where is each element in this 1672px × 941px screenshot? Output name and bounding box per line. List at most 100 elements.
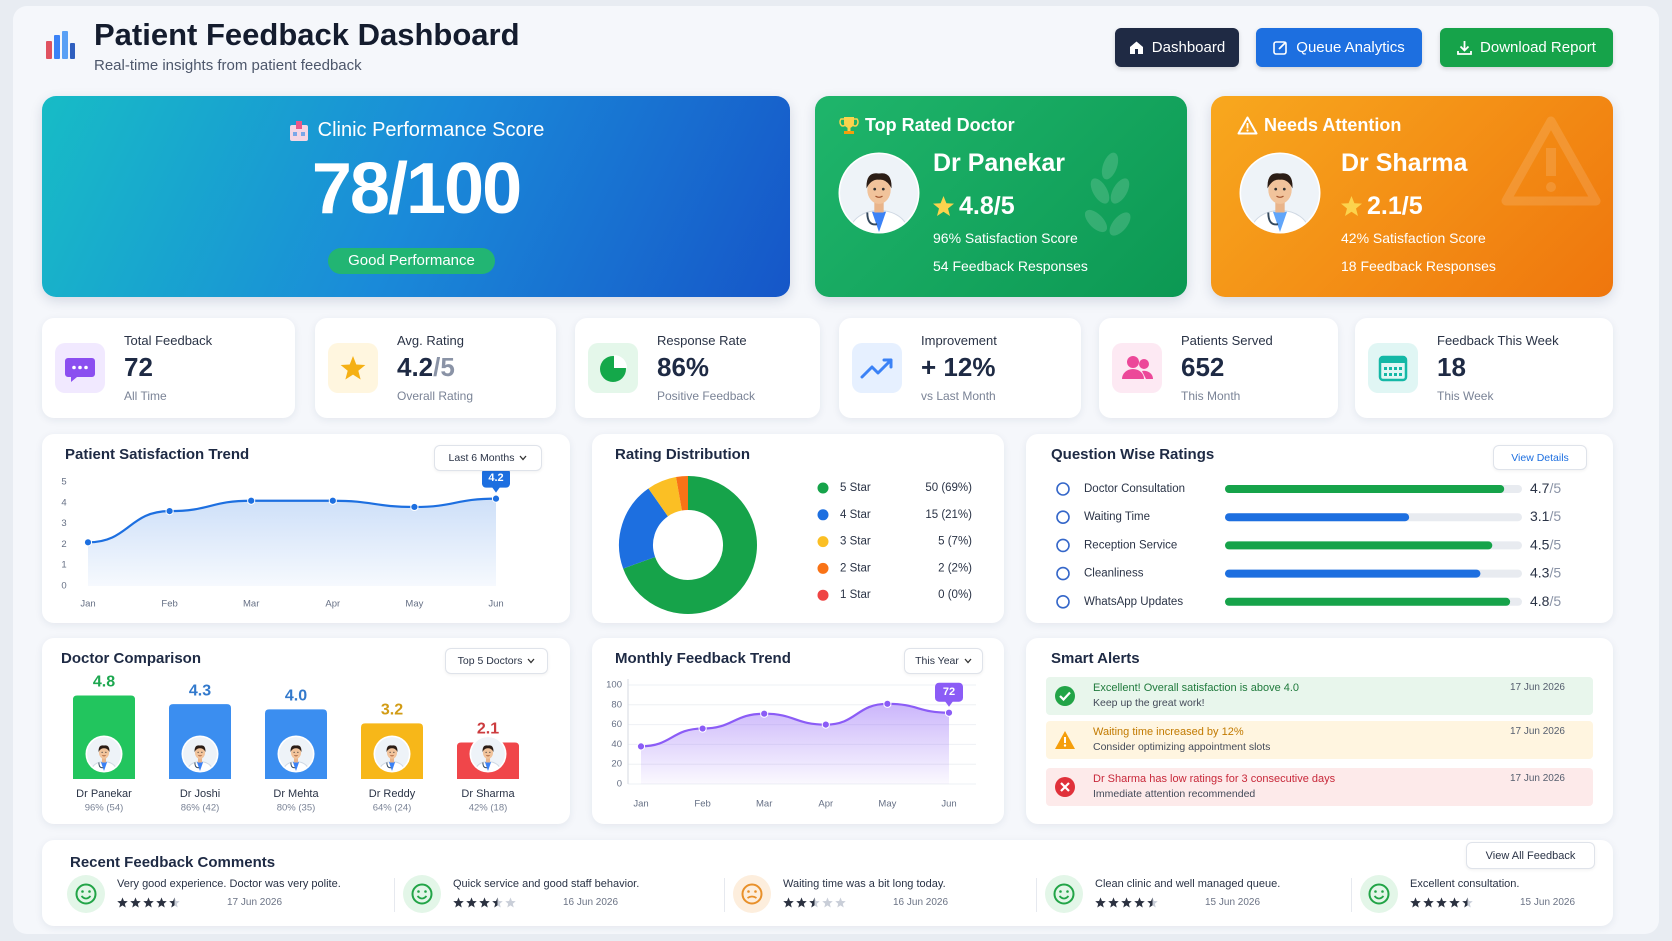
face — [1268, 175, 1292, 204]
star-filled — [117, 897, 128, 908]
chart-card: 0 1 2 3 4 5 Jan Feb Mar Apr May Jun 4.2 Patient Satis… — [42, 434, 570, 623]
rating-scale: /5 — [1549, 564, 1561, 580]
laurel-decoration-part-part — [1101, 152, 1119, 180]
doctor-rating: 4.8/5 — [959, 192, 1015, 220]
rating-scale: /5 — [1549, 536, 1561, 552]
y-tick-label: 40 — [611, 739, 622, 750]
score-card: Clinic Performance Score 78/100 Good Per… — [42, 96, 790, 297]
laurel-decoration — [1084, 152, 1131, 236]
star-filled — [1121, 897, 1132, 908]
score-heading: Clinic Performance Score — [42, 119, 790, 142]
stat-card: Total Feedback 72 All Time — [42, 318, 295, 418]
filter-dropdown[interactable]: Top 5 Doctors — [445, 648, 548, 674]
star-filled — [1462, 897, 1468, 908]
filter-dropdown[interactable]: This Year — [904, 648, 983, 674]
icon-shape — [1368, 883, 1390, 905]
logo-icon — [46, 31, 75, 59]
star-rating — [117, 897, 180, 908]
eye — [293, 751, 295, 753]
row-icon — [1056, 538, 1070, 553]
filter-dropdown[interactable]: Last 6 Months — [434, 445, 542, 471]
alert-detail: Keep up the great work! — [1093, 697, 1205, 709]
star-empty — [822, 897, 833, 908]
donut-slice — [623, 476, 757, 614]
chart-card: 0 20 40 60 80 100 Jan Feb Mar Apr May Jun 72 Monthly … — [592, 638, 1004, 824]
stat-value: 72 — [124, 352, 153, 383]
stat-value: 652 — [1181, 352, 1224, 383]
stat-note: Overall Rating — [397, 389, 474, 403]
chart-card: Doctor Consultation 4.7/5 Waiting Time 3.1/… — [1026, 434, 1613, 623]
stat-card: Improvement + 12% vs Last Month — [839, 318, 1081, 418]
doctor-satisfaction: 42% Satisfaction Score — [1341, 230, 1486, 246]
data-label: 4.0 — [285, 688, 307, 705]
sentiment-icon — [733, 875, 771, 913]
doctor-avatar — [181, 735, 219, 773]
stethoscope — [290, 762, 296, 769]
stat-number: 86% — [657, 352, 710, 382]
icon-shape — [411, 883, 433, 905]
neck — [485, 757, 491, 763]
rating-scale: /5 — [1549, 593, 1561, 609]
doctor-name: Dr Sharma — [1341, 149, 1468, 177]
icon-shape — [1374, 890, 1377, 893]
icon-shape — [614, 355, 627, 368]
point — [247, 496, 256, 505]
x-tick-label: Mar — [756, 799, 772, 810]
hospital-icon-part — [289, 124, 308, 141]
legend-dot — [817, 482, 829, 494]
data-label: 2.1 — [477, 721, 499, 738]
stat-card: Avg. Rating 4.2/5 Overall Rating — [315, 318, 556, 418]
button-label: Download Report — [1480, 39, 1596, 56]
mouth — [102, 755, 106, 757]
icon-shape — [1380, 357, 1406, 363]
comment-date: 16 Jun 2026 — [563, 897, 619, 908]
shirt — [388, 762, 396, 771]
warning-decoration-part — [1546, 148, 1556, 176]
stethoscope — [98, 762, 104, 769]
nav-button[interactable]: Dashboard — [1115, 28, 1239, 67]
star-icon-part — [933, 196, 954, 216]
stat-label: Improvement — [921, 333, 997, 348]
callout-box — [935, 682, 963, 702]
stat-label: Avg. Rating — [397, 333, 464, 348]
stat-label: Response Rate — [657, 333, 747, 348]
button-label: Queue Analytics — [1296, 39, 1405, 56]
x-tick-label: May — [405, 599, 423, 610]
mouth — [875, 195, 883, 198]
stat-card: Feedback This Week 18 This Week — [1355, 318, 1613, 418]
data-label: 72 — [943, 686, 955, 698]
filter-dropdown[interactable]: View All Feedback — [1466, 842, 1595, 869]
nav-button[interactable]: Queue Analytics — [1256, 28, 1422, 67]
stat-icon — [1112, 343, 1162, 393]
doctor-avatar — [469, 735, 507, 773]
stat-label: Total Feedback — [124, 333, 213, 348]
point — [821, 720, 830, 729]
laurel-decoration-part-part — [1109, 212, 1131, 236]
x-tick-label: May — [878, 799, 896, 810]
legend-label: 1 Star — [840, 589, 871, 601]
point — [636, 742, 646, 751]
divider — [724, 878, 725, 912]
value-label: 2 (2%) — [938, 562, 972, 574]
icon-shape — [1384, 367, 1387, 370]
y-tick-label: 100 — [606, 680, 622, 691]
icon-shape — [81, 890, 84, 893]
callout-box — [482, 468, 510, 488]
comment-text: Waiting time was a bit long today. — [783, 878, 946, 890]
star-empty — [835, 897, 846, 908]
star-filled — [783, 897, 794, 908]
filter-dropdown[interactable]: View Details — [1493, 445, 1587, 470]
nav-button[interactable]: Download Report — [1440, 28, 1613, 67]
logo-icon-part — [54, 35, 60, 59]
point — [698, 724, 707, 733]
stat-icon — [852, 343, 902, 393]
stat-note: This Week — [1437, 389, 1494, 403]
star-filled — [1449, 897, 1460, 908]
stat-value: 18 — [1437, 352, 1466, 383]
chart-plot: 0 1 2 3 4 5 Jan Feb Mar Apr May Jun 4.2 — [61, 468, 510, 610]
bar-detail: 96% (54) — [85, 803, 124, 814]
row-label: Doctor Consultation — [1084, 483, 1185, 495]
eye — [105, 751, 107, 753]
rating-value: 4.3 — [1530, 564, 1550, 580]
rating-scale: /5 — [1549, 480, 1561, 496]
